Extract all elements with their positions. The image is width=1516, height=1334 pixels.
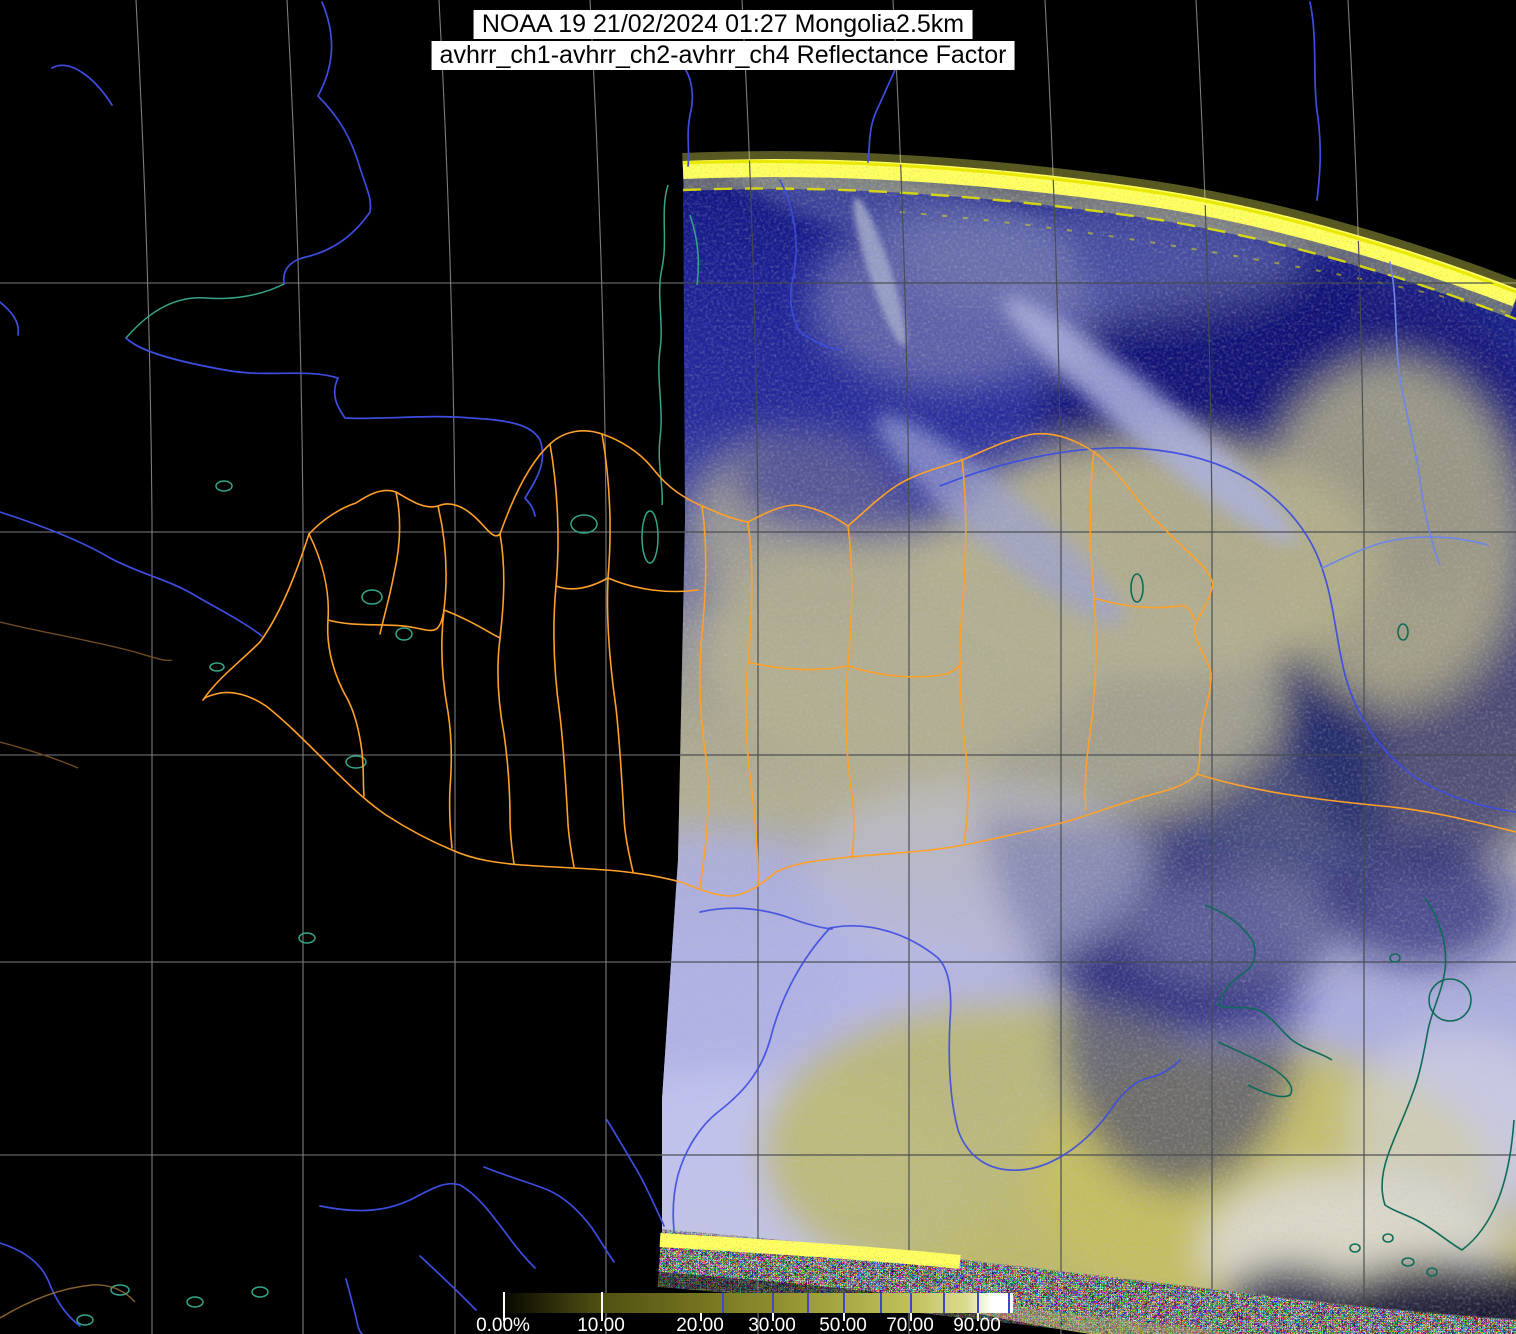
colorbar-major-tick xyxy=(503,1292,505,1321)
colorbar-minor-tick xyxy=(880,1293,882,1313)
title-line-1: NOAA 19 21/02/2024 01:27 Mongolia2.5km xyxy=(473,10,973,39)
scan-edge-top xyxy=(682,151,1516,321)
colorbar-minor-tick xyxy=(772,1293,774,1313)
country-borders xyxy=(0,430,1516,1319)
colorbar-label: 0.00% xyxy=(476,1315,530,1334)
colorbar-label: 90.00 xyxy=(953,1315,1001,1334)
title-line-2: avhrr_ch1-avhrr_ch2-avhrr_ch4 Reflectanc… xyxy=(431,41,1015,70)
image-title: NOAA 19 21/02/2024 01:27 Mongolia2.5km a… xyxy=(431,10,1015,72)
colorbar-minor-tick xyxy=(910,1293,912,1313)
colorbar-gradient xyxy=(500,1293,1013,1313)
colorbar-minor-tick xyxy=(722,1293,724,1313)
colorbar-major-tick xyxy=(601,1292,603,1321)
province-borders xyxy=(308,433,1195,889)
colorbar-minor-tick xyxy=(807,1293,809,1313)
colorbar-label: 10.00 xyxy=(577,1315,625,1334)
colorbar-minor-tick xyxy=(943,1293,945,1313)
graticule-over-image xyxy=(662,160,1516,1334)
mongolia-outline xyxy=(202,430,1214,897)
colorbar-minor-tick xyxy=(1008,1293,1010,1313)
image-grain xyxy=(662,160,1516,1334)
colorbar-minor-tick xyxy=(843,1293,845,1313)
colorbar-minor-tick xyxy=(977,1293,979,1313)
